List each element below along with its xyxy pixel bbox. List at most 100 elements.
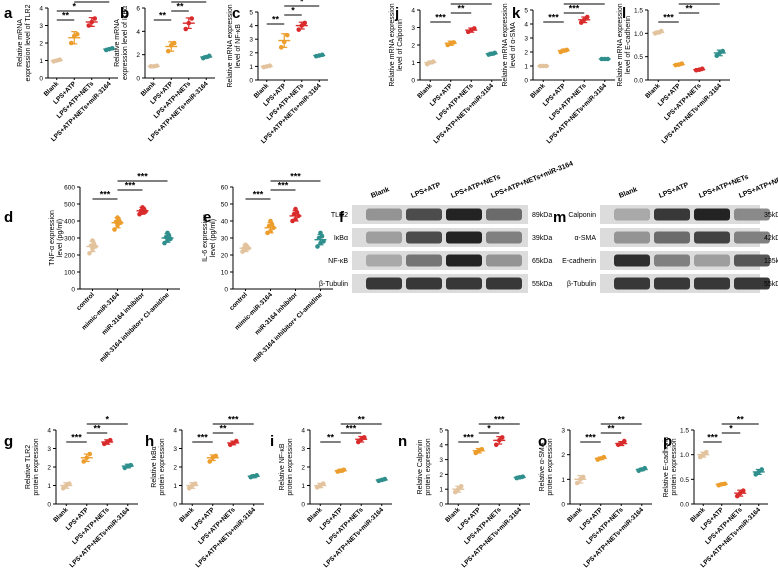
y-axis-label-line: Relative mRNA expression	[502, 3, 509, 86]
y-tick-label: 1.5	[634, 8, 643, 15]
significance-label: ***	[278, 181, 289, 191]
x-tick-label: Blank	[306, 506, 324, 524]
chart-panel-j: j 0 1 2 3 4 Relative mRNA expressionlevel of C…	[389, 0, 502, 145]
chart-panel-d: d 0 100 200 300 400 500 600 TNF-α expressionleve…	[4, 172, 180, 364]
y-tick-label: 0.0	[634, 78, 643, 85]
data-point	[154, 63, 160, 69]
data-point	[243, 242, 248, 248]
y-tick-label: 0	[411, 78, 415, 85]
blot-band	[486, 208, 522, 221]
data-point	[183, 26, 189, 32]
significance-label: *	[105, 415, 109, 425]
y-tick-label: 3	[249, 37, 253, 44]
y-axis-label-line: level of E-cadherin	[625, 16, 632, 74]
y-tick-label: 2	[173, 465, 177, 472]
x-tick-label: miR-3164 inhibitor	[101, 291, 146, 336]
data-point	[268, 218, 273, 224]
y-tick-label: 0	[224, 287, 228, 294]
y-tick-label: 3	[301, 446, 305, 453]
y-axis-label-line: expression level of TLR2	[25, 4, 32, 81]
significance-label: **	[685, 4, 693, 14]
significance-label: *	[291, 6, 295, 16]
x-tick-label: Blank	[178, 506, 196, 524]
y-axis-label-line: Relative α-SMA	[539, 442, 546, 491]
data-point	[296, 27, 302, 32]
data-point	[499, 435, 505, 440]
panel-letter-o: o	[538, 433, 547, 450]
significance-label: ***	[663, 13, 674, 23]
blot-band	[734, 277, 770, 290]
significance-label: ***	[548, 13, 559, 23]
blot-row-label: α-SMA	[574, 235, 596, 242]
x-tick-label: LPS+ATP+NETs	[325, 506, 365, 546]
y-tick-label: 3	[173, 446, 177, 453]
significance-label: ***	[463, 433, 474, 443]
y-tick-label: 0	[39, 76, 43, 83]
data-point	[479, 446, 485, 452]
x-tick-label: LPS+ATP+NETs	[435, 82, 475, 122]
significance-label: **	[93, 424, 101, 434]
blot-band	[614, 231, 650, 244]
y-tick-label: 50	[221, 202, 229, 209]
data-point	[68, 40, 74, 46]
blot-row-label: Calponin	[568, 212, 596, 219]
y-tick-label: 400	[64, 219, 75, 226]
data-point	[171, 40, 177, 46]
data-point	[315, 244, 320, 249]
y-axis-label: Relative TLR2protein expression	[25, 438, 40, 495]
data-point	[207, 459, 213, 464]
y-axis-label-line: level (pg/ml)	[57, 219, 64, 257]
y-tick-label: 0	[173, 502, 177, 509]
data-point	[621, 438, 627, 444]
y-tick-label: 1	[249, 64, 253, 71]
chart-panel-i: i 0 1 2 3 4 Relative NF-κBprotein expression Bl…	[270, 415, 392, 569]
blot-band	[366, 254, 402, 267]
x-tick-label: Blank	[416, 82, 434, 100]
blot-band	[366, 208, 402, 221]
panel-letter-b: b	[120, 5, 129, 22]
blot-column-label: LPS+ATP+NETs+miR-3164	[490, 160, 574, 199]
data-point	[74, 31, 80, 37]
chart-panel-k: k 0 1 2 3 4 5 Relative mRNA expressionlevel of …	[502, 0, 615, 145]
y-axis-label: Relative mRNA expressionlevel of Calponi…	[389, 3, 404, 86]
blot-column-label: Blank	[370, 186, 390, 200]
significance-label: ***	[435, 13, 446, 23]
significance-label: **	[327, 433, 335, 443]
data-point	[281, 39, 287, 45]
y-axis-label-line: protein expression	[425, 438, 432, 495]
data-point	[186, 20, 192, 26]
y-tick-label: 0	[249, 78, 253, 85]
y-tick-label: 1	[173, 483, 177, 490]
y-tick-label: 0	[439, 502, 443, 509]
y-tick-label: 3	[439, 457, 443, 464]
y-axis-label-line: IL-6 expression	[202, 214, 209, 262]
data-point	[496, 438, 502, 443]
y-tick-label: 1	[301, 483, 305, 490]
blot-band	[654, 231, 690, 244]
y-tick-label: 0.5	[680, 477, 689, 484]
y-axis-label-line: protein expression	[671, 438, 678, 495]
data-point	[458, 483, 464, 489]
data-point	[293, 217, 298, 222]
x-tick-label: Blank	[52, 506, 70, 524]
blot-band	[486, 254, 522, 267]
y-tick-label: 2	[136, 52, 140, 59]
data-point	[455, 486, 461, 492]
x-tick-label: LPS+ATP+NETs	[197, 506, 237, 546]
data-point	[107, 437, 113, 443]
significance-label: ***	[228, 415, 239, 425]
y-tick-label: 60	[221, 185, 229, 192]
panel-letter-m: m	[553, 209, 566, 226]
y-tick-label: 2	[524, 50, 528, 57]
data-point	[318, 230, 323, 236]
y-axis-label: Relative NF-κBprotein expression	[279, 438, 294, 495]
y-axis-label: Relative mRNA expressionlevel of α-SMA	[502, 3, 517, 86]
blot-band	[614, 277, 650, 290]
x-tick-label: miR-3164 inhibitor	[254, 291, 299, 336]
y-axis-label: Relative mRNAexpression level of TLR2	[17, 4, 32, 81]
y-tick-label: 6	[136, 6, 140, 13]
panel-letter-k: k	[512, 5, 521, 22]
